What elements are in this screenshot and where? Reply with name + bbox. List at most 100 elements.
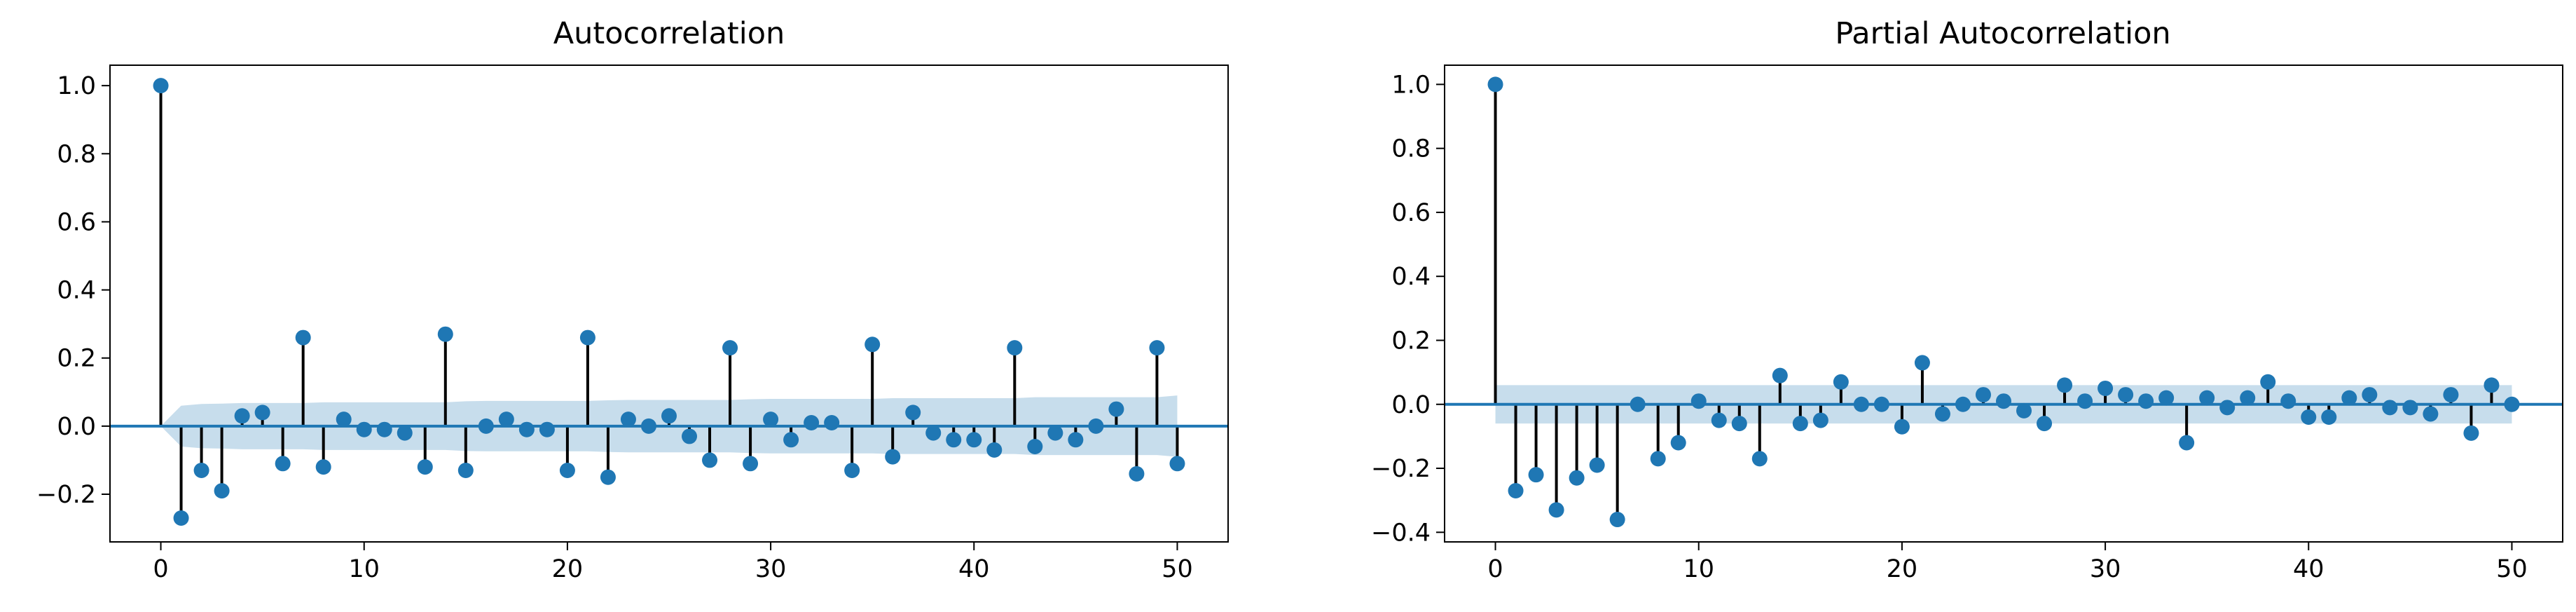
- acf-markers: [153, 78, 1185, 526]
- pacf-point-lag-7: [1630, 396, 1646, 412]
- pacf-point-lag-14: [1772, 367, 1788, 383]
- acf-point-lag-23: [620, 412, 636, 428]
- pacf-ytick-label: −0.2: [1371, 455, 1431, 483]
- pacf-markers: [1487, 76, 2520, 528]
- acf-ytick-label: 1.0: [57, 72, 96, 100]
- pacf-point-lag-31: [2118, 387, 2134, 403]
- pacf-point-lag-47: [2443, 387, 2459, 403]
- pacf-point-lag-43: [2362, 387, 2378, 403]
- pacf-point-lag-46: [2423, 406, 2439, 422]
- pacf-ytick-label: 1.0: [1391, 71, 1431, 99]
- pacf-point-lag-11: [1711, 412, 1727, 428]
- pacf-point-lag-27: [2037, 416, 2053, 432]
- pacf-point-lag-9: [1670, 435, 1686, 451]
- acf-point-lag-28: [722, 340, 738, 356]
- acf-xtick-label: 20: [552, 555, 584, 583]
- acf-xtick-label: 0: [153, 555, 168, 583]
- pacf-point-lag-48: [2463, 425, 2479, 441]
- acf-point-lag-46: [1088, 418, 1104, 434]
- acf-xtick-label: 40: [958, 555, 990, 583]
- acf-point-lag-31: [783, 432, 799, 448]
- acf-point-lag-32: [804, 415, 820, 430]
- acf-point-lag-40: [966, 432, 982, 448]
- acf-point-lag-42: [1007, 340, 1023, 356]
- pacf-point-lag-38: [2260, 374, 2276, 390]
- pacf-point-lag-33: [2158, 390, 2175, 406]
- pacf-ytick-label: 0.8: [1391, 135, 1431, 163]
- acf-point-lag-43: [1027, 439, 1043, 454]
- acf-point-lag-5: [254, 404, 270, 421]
- acf-point-lag-21: [579, 329, 595, 346]
- acf-panel: Autocorrelation 0 10 20 30 40 50 −0.2 0.0 0.2 0.…: [36, 16, 1229, 583]
- pacf-point-lag-21: [1914, 355, 1930, 371]
- pacf-point-lag-26: [2016, 402, 2032, 419]
- acf-point-lag-8: [315, 459, 331, 475]
- acf-point-lag-49: [1149, 340, 1165, 356]
- pacf-point-lag-36: [2219, 400, 2236, 416]
- pacf-point-lag-0: [1487, 76, 1503, 93]
- pacf-point-lag-42: [2341, 390, 2357, 406]
- pacf-point-lag-35: [2199, 390, 2215, 406]
- acf-xtick-label: 30: [755, 555, 787, 583]
- acf-xtick-label: 10: [348, 555, 380, 583]
- acf-point-lag-20: [559, 463, 575, 478]
- pacf-point-lag-45: [2402, 400, 2418, 416]
- acf-point-lag-50: [1169, 456, 1185, 472]
- acf-point-lag-1: [173, 510, 189, 526]
- acf-point-lag-35: [865, 336, 881, 353]
- acf-point-lag-22: [600, 469, 616, 485]
- acf-point-lag-9: [336, 412, 352, 428]
- acf-point-lag-7: [295, 329, 311, 346]
- acf-title: Autocorrelation: [553, 16, 785, 51]
- pacf-point-lag-32: [2138, 393, 2154, 409]
- pacf-point-lag-28: [2057, 377, 2073, 393]
- pacf-point-lag-44: [2382, 400, 2398, 416]
- pacf-point-lag-1: [1508, 482, 1524, 498]
- acf-point-lag-38: [925, 425, 942, 441]
- pacf-point-lag-50: [2504, 396, 2520, 412]
- acf-point-lag-11: [376, 421, 392, 437]
- pacf-point-lag-49: [2484, 377, 2500, 393]
- acf-point-lag-27: [702, 452, 718, 468]
- pacf-xtick-label: 10: [1683, 555, 1714, 583]
- acf-point-lag-14: [437, 326, 453, 342]
- acf-ytick-label: 0.6: [57, 208, 96, 236]
- pacf-point-lag-8: [1650, 451, 1666, 467]
- acf-ytick-label: 0.2: [57, 345, 96, 373]
- acf-point-lag-15: [457, 463, 474, 478]
- acf-axes-frame: [109, 64, 1229, 543]
- acf-point-lag-3: [214, 483, 230, 499]
- pacf-point-lag-2: [1528, 467, 1544, 483]
- acf-ytick-label: 0.8: [57, 140, 96, 168]
- pacf-xtick-label: 40: [2293, 555, 2324, 583]
- acf-point-lag-37: [905, 404, 921, 421]
- pacf-xtick-label: 50: [2496, 555, 2528, 583]
- acf-point-lag-16: [478, 418, 494, 434]
- pacf-xtick-label: 30: [2090, 555, 2121, 583]
- acf-point-lag-6: [275, 456, 291, 472]
- acf-point-lag-17: [498, 412, 514, 428]
- pacf-point-lag-3: [1548, 502, 1564, 518]
- acf-point-lag-29: [743, 456, 759, 472]
- acf-point-lag-10: [356, 421, 372, 437]
- pacf-point-lag-30: [2098, 380, 2114, 396]
- pacf-point-lag-40: [2301, 409, 2317, 426]
- acf-point-lag-47: [1108, 401, 1124, 417]
- pacf-point-lag-17: [1833, 374, 1849, 390]
- acf-point-lag-0: [153, 78, 169, 94]
- pacf-point-lag-18: [1853, 396, 1869, 412]
- acf-point-lag-33: [824, 415, 840, 430]
- pacf-point-lag-34: [2179, 435, 2195, 451]
- pacf-point-lag-19: [1873, 396, 1889, 412]
- acf-point-lag-44: [1047, 425, 1063, 441]
- pacf-point-lag-15: [1792, 416, 1808, 432]
- pacf-point-lag-24: [1975, 387, 1991, 403]
- pacf-point-lag-6: [1609, 512, 1625, 528]
- pacf-point-lag-29: [2077, 393, 2093, 409]
- acf-ytick-label: 0.0: [57, 413, 96, 441]
- acf-ytick-label: 0.4: [57, 277, 96, 305]
- pacf-point-lag-37: [2240, 390, 2256, 406]
- acf-point-lag-19: [539, 421, 555, 437]
